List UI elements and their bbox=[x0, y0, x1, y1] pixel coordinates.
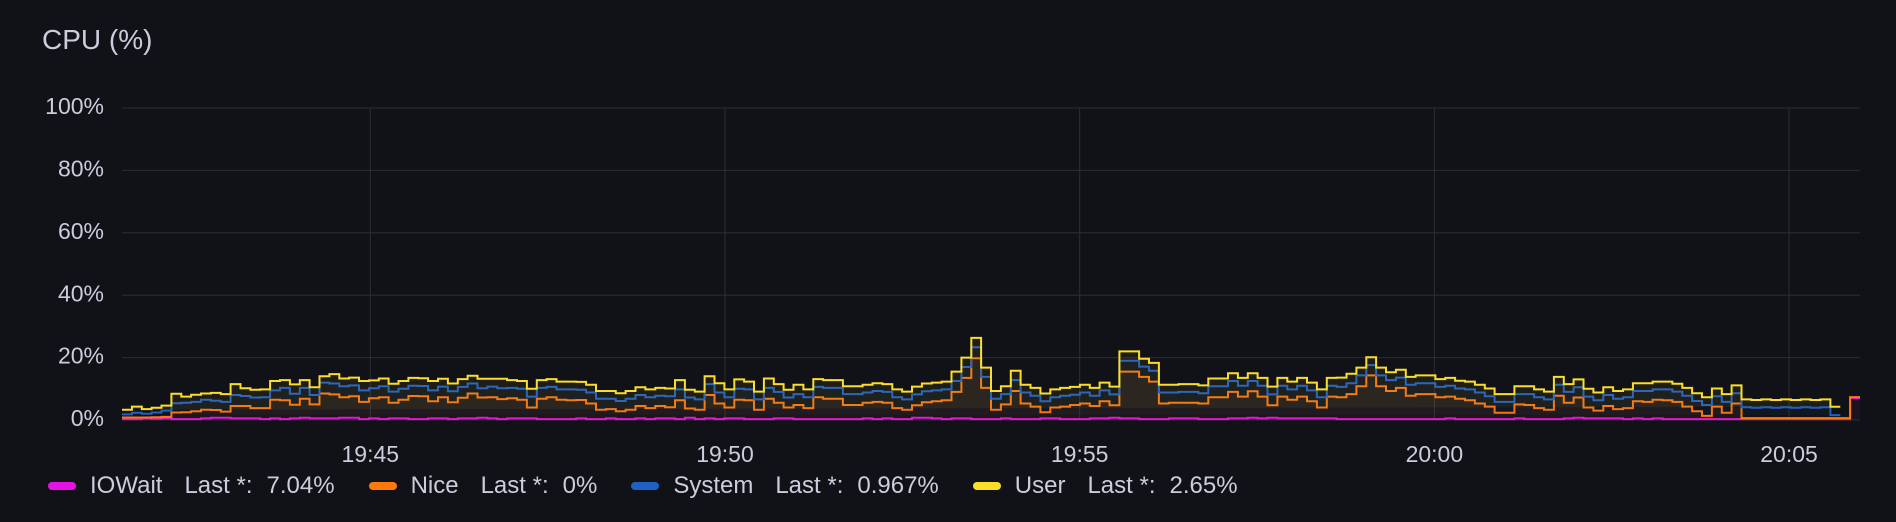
series-line-user bbox=[122, 336, 1841, 411]
chart-series bbox=[122, 336, 1860, 421]
y-tick-label: 60% bbox=[58, 218, 104, 244]
legend-last-value: 2.65% bbox=[1169, 472, 1238, 499]
legend-last-value: 0% bbox=[562, 472, 598, 499]
y-axis: 0% 20% 40% 60% 80% 100% bbox=[45, 93, 104, 431]
series-line-system bbox=[122, 346, 1841, 417]
series-area-system bbox=[122, 347, 1841, 416]
legend-item-system[interactable]: System Last *: 0.967% bbox=[631, 472, 939, 500]
legend-last-label: Last *: bbox=[1087, 472, 1156, 499]
legend-last-label: Last *: bbox=[184, 472, 253, 499]
y-tick-label: 0% bbox=[71, 405, 104, 431]
y-tick-label: 40% bbox=[58, 280, 104, 306]
legend-swatch-iowait bbox=[48, 482, 76, 490]
x-tick-label: 20:00 bbox=[1406, 441, 1464, 467]
legend-name: IOWait bbox=[90, 472, 163, 499]
legend-name: Nice bbox=[410, 472, 459, 499]
series-line-iowait bbox=[122, 397, 1860, 421]
y-tick-label: 80% bbox=[58, 155, 104, 181]
legend-last-label: Last *: bbox=[775, 472, 844, 499]
y-tick-label: 100% bbox=[45, 93, 104, 119]
legend-last-value: 0.967% bbox=[857, 472, 939, 499]
legend-swatch-system bbox=[631, 482, 660, 490]
y-tick-label: 20% bbox=[58, 343, 104, 369]
legend-item-user[interactable]: User Last *: 2.65% bbox=[972, 472, 1238, 500]
x-axis: 19:45 19:50 19:55 20:00 20:05 bbox=[342, 441, 1818, 467]
legend-swatch-user bbox=[972, 482, 1001, 490]
legend: IOWait Last *: 7.04% Nice Last *: 0% Sys… bbox=[48, 472, 1238, 500]
series-line-nice bbox=[122, 357, 1860, 420]
legend-swatch-nice bbox=[368, 482, 397, 490]
legend-item-nice[interactable]: Nice Last *: 0% bbox=[368, 472, 598, 500]
x-tick-label: 19:45 bbox=[342, 441, 400, 467]
legend-item-iowait[interactable]: IOWait Last *: 7.04% bbox=[48, 472, 335, 500]
legend-last-label: Last *: bbox=[480, 472, 549, 499]
legend-name: System bbox=[673, 472, 754, 499]
x-tick-label: 19:50 bbox=[696, 441, 754, 467]
chart-grid bbox=[122, 107, 1860, 421]
panel-title[interactable]: CPU (%) bbox=[42, 24, 153, 55]
legend-name: User bbox=[1014, 472, 1066, 499]
series-area-user bbox=[122, 337, 1841, 410]
x-tick-label: 20:05 bbox=[1760, 441, 1818, 467]
x-tick-label: 19:55 bbox=[1051, 441, 1109, 467]
legend-last-value: 7.04% bbox=[266, 472, 335, 499]
